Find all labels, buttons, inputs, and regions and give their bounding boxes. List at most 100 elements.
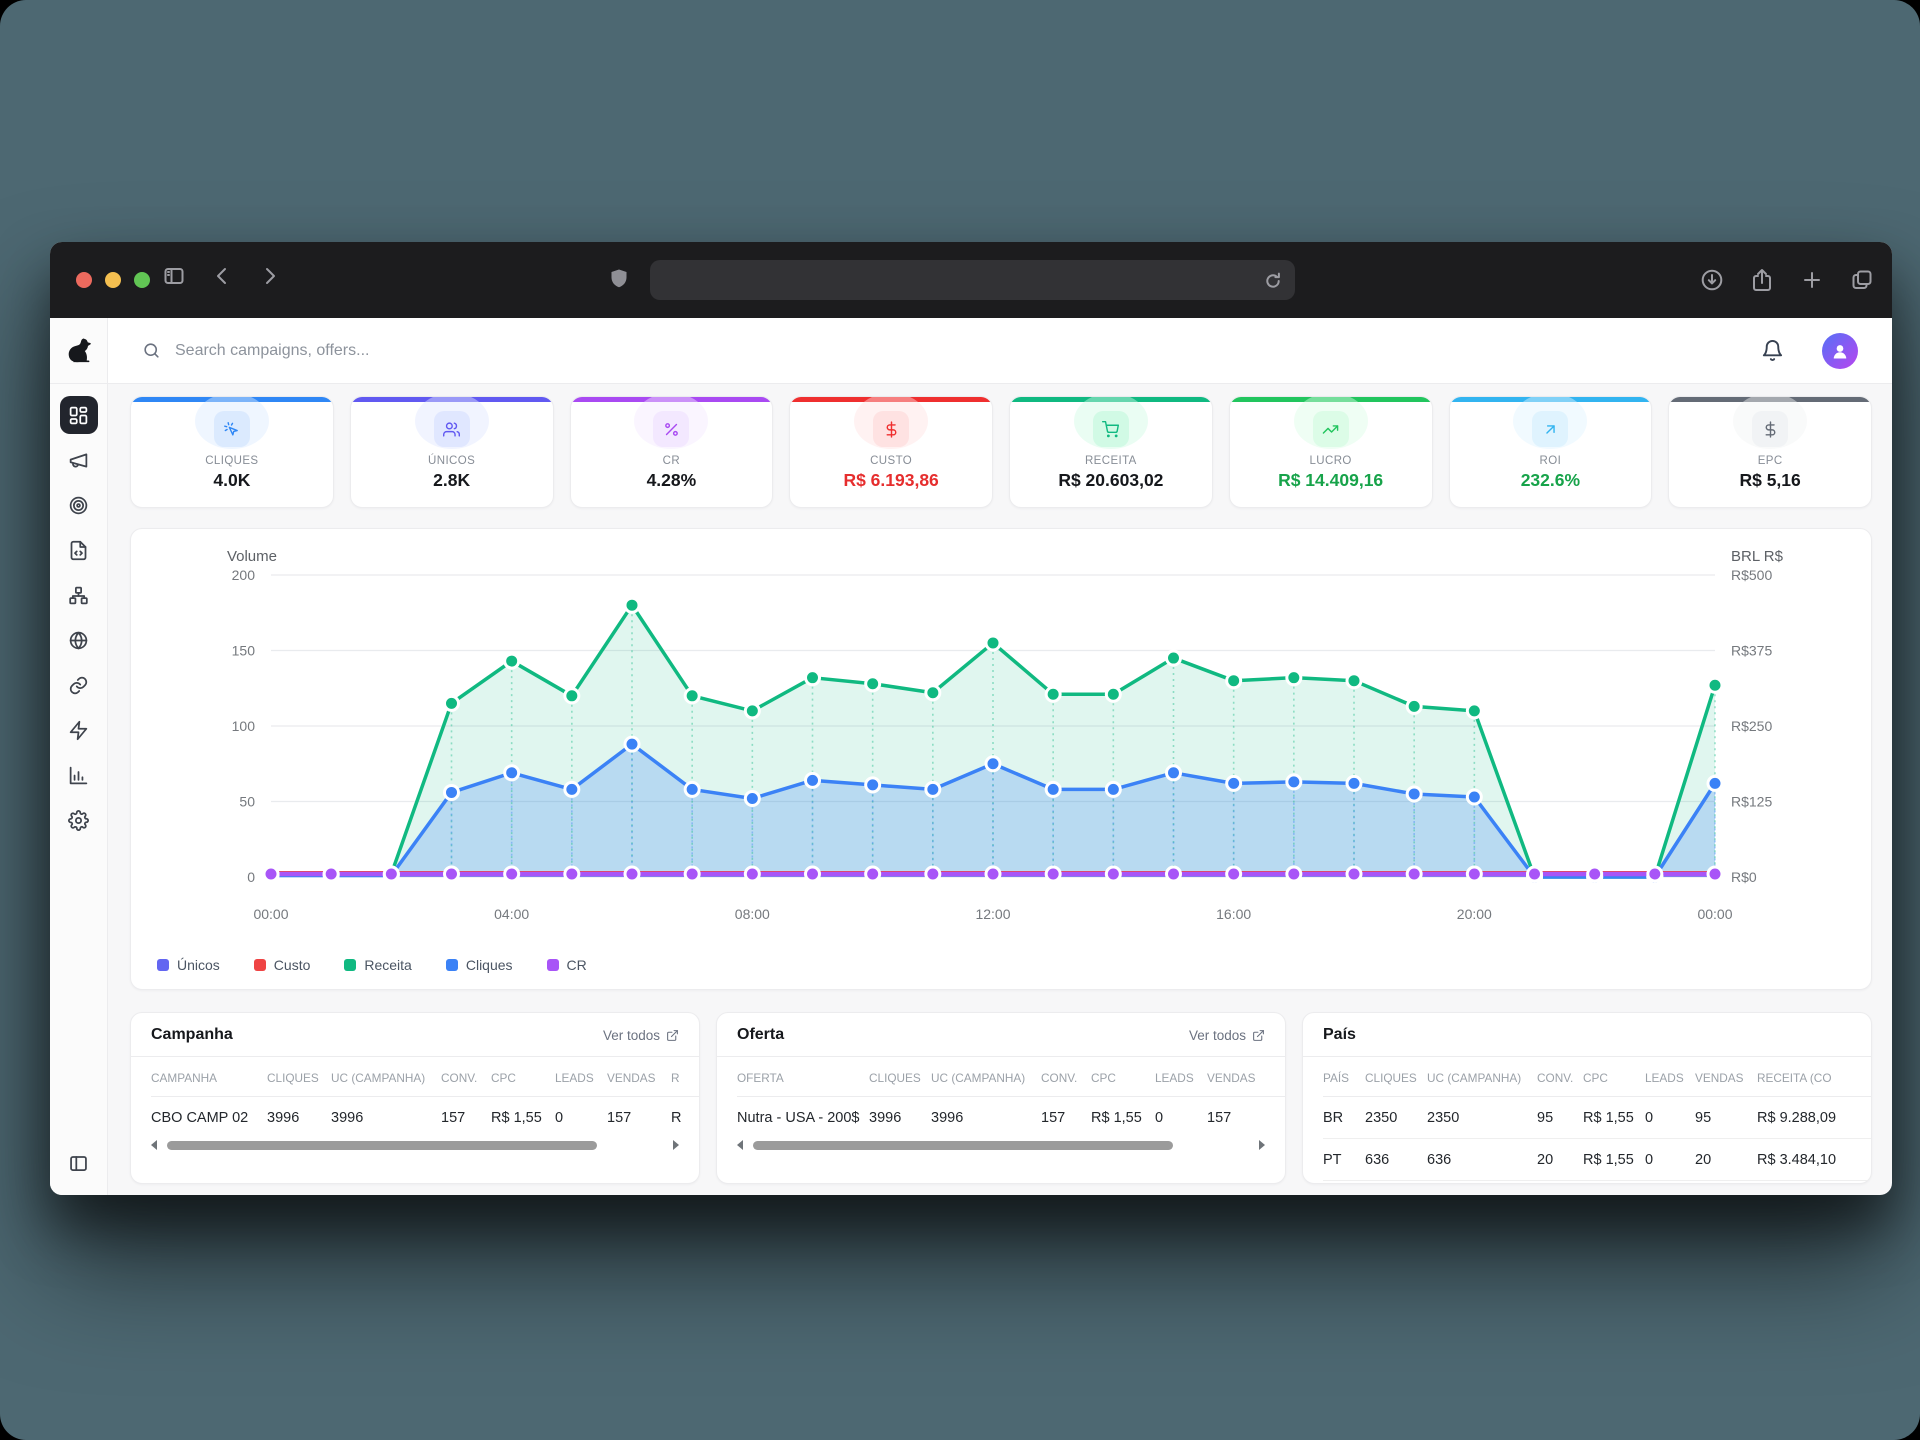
search-input[interactable] [175, 341, 1747, 360]
table-row[interactable]: PT 636 636 20 R$ 1,55 0 20 R$ 3.484,10 [1323, 1139, 1871, 1181]
kpi-card-receita[interactable]: RECEITA R$ 20.603,02 [1009, 396, 1213, 508]
back-icon[interactable] [210, 264, 234, 288]
share-icon[interactable] [1750, 268, 1774, 292]
svg-text:00:00: 00:00 [253, 906, 288, 922]
kpi-label: CR [662, 455, 681, 467]
campanha-card: Campanha Ver todos CAMPANHA CLIQUES UC (CA… [130, 1012, 700, 1184]
kpi-card-cliques[interactable]: CLIQUES 4.0K [130, 396, 334, 508]
sidebar-item-landers[interactable] [60, 531, 98, 569]
download-icon[interactable] [1700, 268, 1724, 292]
svg-text:100: 100 [232, 718, 256, 734]
card-title: Campanha [151, 1026, 233, 1043]
horizontal-scrollbar[interactable] [717, 1138, 1285, 1158]
kpi-card-cr[interactable]: CR 4.28% [569, 396, 774, 508]
table-header-cell: CPC [1583, 1071, 1608, 1085]
legend-chip [445, 959, 458, 971]
table-cell: 3996 [331, 1110, 364, 1126]
kpi-card-custo[interactable]: CUSTO R$ 6.193,86 [789, 396, 993, 508]
reload-icon[interactable] [1261, 269, 1285, 293]
table-row[interactable]: BR 2350 2350 95 R$ 1,55 0 95 R$ 9.288,09 [1323, 1097, 1871, 1139]
sidebar-item-flows[interactable] [60, 576, 98, 614]
ver-todos-link[interactable]: Ver todos [1189, 1028, 1265, 1043]
collapse-panel-icon [70, 1156, 87, 1171]
kpi-card-roi[interactable]: ROI 232.6% [1448, 396, 1653, 508]
ver-todos-link[interactable]: Ver todos [603, 1028, 679, 1043]
kpi-card-unicos[interactable]: ÚNICOS 2.8K [349, 396, 554, 508]
sidebar-item-dashboard[interactable] [59, 396, 98, 434]
scrollbar-thumb[interactable] [167, 1140, 597, 1150]
sidebar-item-domains[interactable] [60, 621, 98, 659]
scroll-right-arrow[interactable] [673, 1140, 679, 1150]
svg-text:R$250: R$250 [1731, 718, 1772, 734]
sidebar-item-settings[interactable] [60, 801, 98, 839]
sidebar-item-automation[interactable] [60, 711, 98, 749]
table-cell: 95 [1695, 1110, 1712, 1126]
line-chart[interactable]: 0 R$0 50 R$125 100 R$250 150 R$375 200 R$500 Volum… [153, 545, 1849, 949]
legend-chip [344, 959, 357, 971]
address-bar[interactable] [650, 260, 1295, 300]
scrollbar-thumb[interactable] [753, 1140, 1173, 1150]
scroll-left-arrow[interactable] [151, 1140, 157, 1150]
table-header-cell: UC (CAMPANHA) [931, 1071, 1026, 1085]
close-window-button[interactable] [76, 272, 92, 288]
gear-icon [68, 809, 89, 831]
campanha-table: CAMPANHA CLIQUES UC (CAMPANHA) CONV. CPC LEAD… [131, 1057, 699, 1138]
svg-text:150: 150 [232, 643, 256, 659]
kpi-value: R$ 6.193,86 [843, 470, 939, 490]
sidebar-toggle-icon[interactable] [162, 264, 186, 288]
sidebar-item-reports[interactable] [60, 756, 98, 794]
user-avatar[interactable] [1822, 332, 1858, 369]
legend-item[interactable]: CR [546, 957, 587, 973]
table-header-cell: LEADS [555, 1071, 594, 1085]
new-tab-icon[interactable] [1800, 268, 1824, 292]
legend-item[interactable]: Cliques [445, 957, 513, 973]
sidebar-item-offers[interactable] [60, 486, 98, 524]
table-cell: R$ 1,55 [1583, 1152, 1634, 1168]
svg-text:12:00: 12:00 [975, 906, 1010, 922]
sidebar-item-links[interactable] [60, 666, 98, 704]
scroll-left-arrow[interactable] [737, 1140, 743, 1150]
table-cell: PT [1323, 1152, 1342, 1168]
sidebar-item-campaigns[interactable] [60, 441, 98, 479]
kpi-card-epc[interactable]: EPC R$ 5,16 [1668, 396, 1872, 508]
kpi-label: EPC [1757, 455, 1783, 467]
browser-window: CLIQUES 4.0K ÚNICOS 2.8K [50, 242, 1892, 1195]
legend-label: Receita [364, 957, 412, 973]
app-logo[interactable] [50, 318, 107, 384]
card-title: País [1323, 1026, 1356, 1043]
svg-text:R$0: R$0 [1731, 869, 1757, 885]
svg-text:Volume: Volume [227, 548, 277, 565]
legend-item[interactable]: Custo [253, 957, 310, 973]
tables-row: Campanha Ver todos CAMPANHA CLIQUES UC (CA… [130, 1012, 1872, 1184]
app-sidebar [50, 318, 108, 1195]
scroll-right-arrow[interactable] [1259, 1140, 1265, 1150]
table-header-cell: CLIQUES [869, 1071, 921, 1085]
table-cell: R$ 3.484,10 [1757, 1152, 1837, 1168]
zoom-window-button[interactable] [134, 272, 150, 288]
table-row[interactable]: CBO CAMP 02 3996 3996 157 R$ 1,55 0 157 R [151, 1097, 699, 1138]
kpi-row: CLIQUES 4.0K ÚNICOS 2.8K [130, 396, 1872, 508]
kpi-value: R$ 14.409,16 [1278, 470, 1384, 490]
table-cell: Nutra - USA - 200$ [737, 1110, 860, 1126]
horizontal-scrollbar[interactable] [131, 1138, 699, 1158]
tab-overview-icon[interactable] [1850, 268, 1874, 292]
dollar-icon [1752, 411, 1789, 447]
kpi-card-lucro[interactable]: LUCRO R$ 14.409,16 [1228, 396, 1433, 508]
sidebar-collapse-button[interactable] [68, 1139, 89, 1195]
table-cell: R$ 1,55 [1091, 1110, 1142, 1126]
privacy-shield-icon[interactable] [607, 267, 631, 292]
legend-item[interactable]: Únicos [157, 957, 220, 973]
table-cell: 0 [1155, 1110, 1164, 1126]
table-row[interactable]: Nutra - USA - 200$ 3996 3996 157 R$ 1,55 0 157 [737, 1097, 1285, 1138]
table-cell: 95 [1537, 1110, 1554, 1126]
dashboard-content: CLIQUES 4.0K ÚNICOS 2.8K [108, 384, 1892, 1195]
table-header-cell: CLIQUES [1365, 1071, 1417, 1085]
minimize-window-button[interactable] [105, 272, 121, 288]
legend-item[interactable]: Receita [344, 957, 412, 973]
kpi-value: R$ 20.603,02 [1058, 470, 1164, 490]
table-cell: 0 [1645, 1110, 1654, 1126]
arrow-up-right-icon [1532, 411, 1569, 447]
forward-icon[interactable] [258, 264, 282, 288]
bell-icon[interactable] [1761, 339, 1784, 362]
table-cell: 20 [1537, 1152, 1554, 1168]
